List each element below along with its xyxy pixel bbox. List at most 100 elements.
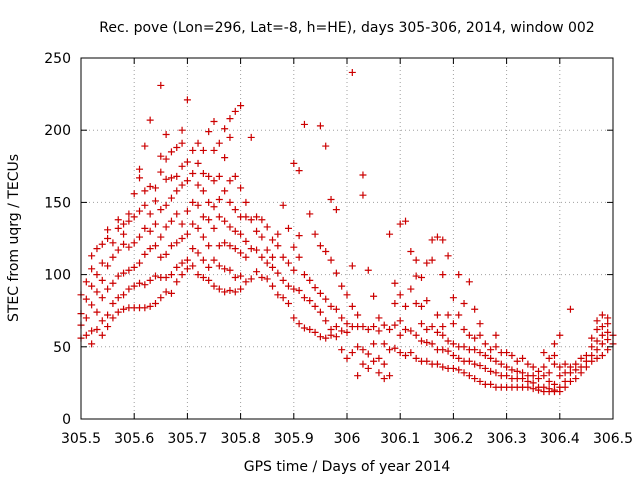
data-point	[476, 377, 484, 385]
data-point	[242, 198, 250, 206]
data-point	[183, 256, 191, 264]
data-point	[471, 360, 479, 368]
data-point	[284, 259, 292, 267]
x-tick-label: 305.6	[114, 431, 154, 447]
data-point	[417, 320, 425, 328]
data-point	[151, 272, 159, 280]
data-point	[253, 213, 261, 221]
data-point	[173, 172, 181, 180]
data-point	[162, 250, 170, 258]
data-point	[141, 304, 149, 312]
y-tick-label: 50	[53, 340, 71, 356]
data-point	[604, 328, 612, 336]
data-point	[300, 294, 308, 302]
data-point	[550, 340, 558, 348]
data-point	[104, 285, 112, 293]
data-point	[199, 273, 207, 281]
data-point	[556, 363, 564, 371]
data-point	[471, 305, 479, 313]
data-point	[529, 363, 537, 371]
data-point	[162, 155, 170, 163]
data-point	[104, 235, 112, 242]
data-point	[141, 224, 149, 232]
data-point	[210, 177, 218, 185]
data-point	[205, 216, 213, 224]
data-point	[439, 271, 447, 279]
data-point	[290, 243, 298, 251]
data-point	[167, 194, 175, 202]
data-point	[114, 224, 122, 232]
data-point	[130, 213, 138, 221]
data-point	[167, 242, 175, 250]
data-point	[439, 236, 447, 244]
data-point	[460, 369, 468, 377]
data-point	[503, 349, 511, 357]
data-point	[88, 265, 96, 273]
data-point	[274, 269, 282, 277]
data-point	[364, 350, 372, 358]
data-point	[114, 216, 122, 224]
data-point	[247, 133, 255, 141]
data-point	[535, 367, 543, 375]
data-point	[540, 363, 548, 371]
data-point	[471, 375, 479, 383]
data-point	[151, 197, 159, 205]
data-point	[471, 346, 479, 354]
data-point	[412, 256, 420, 264]
data-point	[98, 259, 106, 267]
data-point	[550, 380, 558, 388]
data-point	[258, 216, 266, 224]
data-point	[402, 351, 410, 359]
data-point	[125, 266, 133, 274]
data-point	[529, 379, 537, 387]
data-point	[98, 317, 106, 325]
data-point	[194, 249, 202, 257]
data-point	[125, 285, 133, 293]
data-point	[598, 311, 606, 319]
data-point	[545, 377, 553, 385]
data-point	[327, 325, 335, 333]
data-point	[593, 346, 601, 354]
data-point	[141, 142, 149, 150]
data-point	[338, 346, 346, 354]
data-point	[487, 354, 495, 362]
data-point	[173, 278, 181, 286]
data-point	[210, 203, 218, 211]
data-point	[417, 337, 425, 345]
data-point	[460, 325, 468, 333]
data-point	[237, 184, 245, 192]
data-point	[348, 68, 356, 76]
data-point	[136, 279, 144, 287]
data-point	[226, 115, 234, 123]
data-point	[439, 323, 447, 331]
data-point	[311, 328, 319, 336]
data-point	[242, 253, 250, 261]
data-point	[237, 249, 245, 257]
data-point	[93, 245, 101, 253]
y-axis-label: STEC from uqrg / TECUs	[6, 154, 22, 322]
data-point	[242, 278, 250, 286]
data-point	[82, 295, 90, 303]
data-point	[269, 263, 277, 271]
data-point	[215, 139, 223, 147]
data-point	[104, 226, 112, 234]
x-tick-label: 306.3	[487, 431, 527, 447]
data-point	[354, 343, 362, 351]
data-point	[136, 207, 144, 215]
data-point	[444, 337, 452, 345]
data-point	[253, 246, 261, 254]
data-point	[433, 311, 441, 319]
data-point	[300, 120, 308, 128]
data-point	[332, 269, 340, 277]
data-point	[529, 372, 537, 380]
data-point	[290, 285, 298, 293]
data-point	[566, 377, 574, 385]
data-point	[359, 346, 367, 354]
data-point	[300, 271, 308, 279]
data-point	[221, 217, 229, 225]
data-point	[556, 372, 564, 380]
data-point	[263, 259, 271, 267]
data-point	[593, 325, 601, 333]
data-point	[263, 246, 271, 254]
data-point	[311, 284, 319, 292]
